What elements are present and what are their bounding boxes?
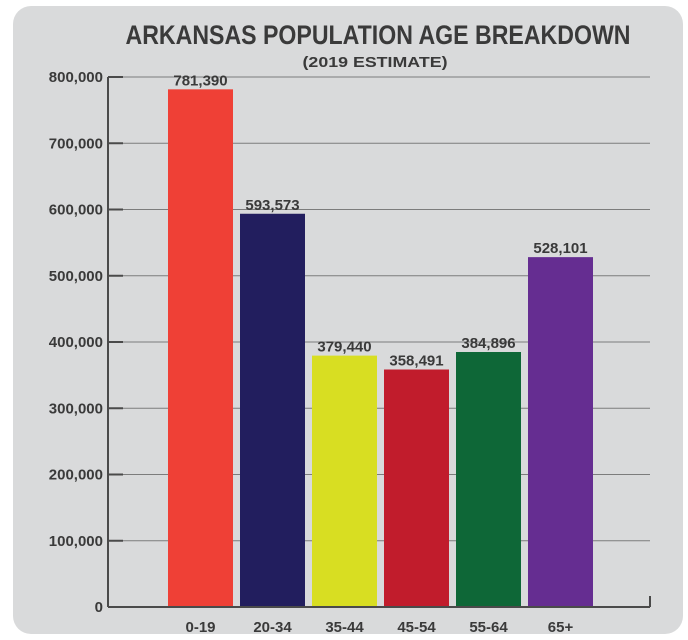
- y-tick-label: 700,000: [49, 135, 103, 152]
- chart-title: ARKANSAS POPULATION AGE BREAKDOWN: [126, 20, 631, 50]
- bars: [168, 89, 593, 608]
- chart-subtitle: (2019 ESTIMATE): [303, 54, 448, 71]
- bar-20-34: [240, 213, 305, 608]
- bar-45-54: [384, 369, 449, 607]
- bar-55-64: [456, 352, 521, 607]
- data-label: 781,390: [173, 72, 227, 89]
- x-tick-label: 55-64: [469, 619, 508, 636]
- y-tick-label: 800,000: [49, 69, 103, 86]
- y-tick-labels: 0 100,000 200,000 300,000 400,000 500,000 600,…: [49, 69, 103, 616]
- y-tick-label: 0: [95, 599, 103, 616]
- data-labels: 781,390 593,573 379,440 358,491 384,896 528,1…: [173, 72, 587, 369]
- x-tick-label: 0-19: [185, 619, 215, 636]
- data-label: 384,896: [461, 335, 515, 352]
- data-label: 358,491: [389, 352, 443, 369]
- y-tick-label: 300,000: [49, 400, 103, 417]
- y-tick-label: 500,000: [49, 268, 103, 285]
- y-tick-label: 600,000: [49, 202, 103, 219]
- y-tick-label: 100,000: [49, 533, 103, 550]
- x-tick-labels: 0-19 20-34 35-44 45-54 55-64 65+: [185, 619, 573, 636]
- y-tick-label: 400,000: [49, 334, 103, 351]
- x-tick-label: 45-54: [397, 619, 436, 636]
- x-tick-label: 20-34: [253, 619, 292, 636]
- data-label: 379,440: [317, 339, 371, 356]
- x-tick-label: 65+: [548, 619, 574, 636]
- y-tick-label: 200,000: [49, 467, 103, 484]
- data-label: 593,573: [245, 197, 299, 214]
- bar-35-44: [312, 355, 377, 607]
- x-tick-label: 35-44: [325, 619, 364, 636]
- axes: [107, 77, 651, 608]
- data-label: 528,101: [533, 240, 587, 257]
- bar-0-19: [168, 89, 233, 608]
- bar-65+: [528, 257, 593, 607]
